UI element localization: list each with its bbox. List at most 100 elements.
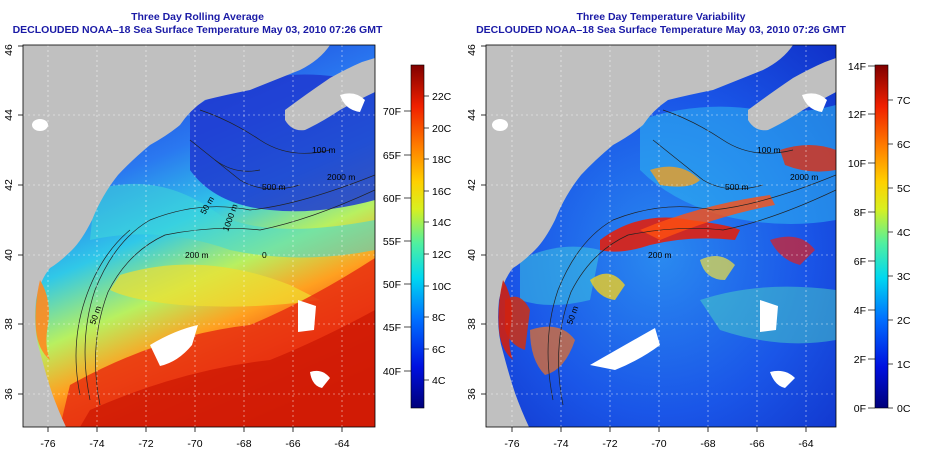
left-nova-scotia <box>285 58 375 131</box>
right-lon-tick-1: -74 <box>553 438 568 450</box>
right-map-frame <box>485 44 837 428</box>
left-c-tick-16: 16C <box>432 186 452 198</box>
left-f-tick-65: 65F <box>383 150 401 162</box>
right-cloud-3 <box>770 370 795 388</box>
right-cloud-5 <box>802 93 827 112</box>
left-colorbar-scale <box>410 64 425 409</box>
right-lon-tick-3: -70 <box>651 438 666 450</box>
right-yellow-patch-2 <box>700 256 735 280</box>
right-c-tick-3: 3C <box>897 271 911 283</box>
right-lon-tick-4: -68 <box>700 438 715 450</box>
right-nova-scotia <box>748 58 836 131</box>
right-f-tick-14: 14F <box>848 61 866 73</box>
left-axis-ticks <box>18 45 343 432</box>
right-lon-tick-0: -76 <box>504 438 519 450</box>
right-hot-patch-4 <box>530 326 575 375</box>
right-lon-tick-6: -64 <box>798 438 813 450</box>
right-yellow-patch-1 <box>590 273 625 300</box>
left-contour-label-200m: 200 m <box>185 250 209 260</box>
left-lat-tick-4: 44 <box>3 109 15 121</box>
right-cloud-4 <box>492 119 508 131</box>
right-c-tick-2: 2C <box>897 315 911 327</box>
left-lon-tick-2: -72 <box>138 438 153 450</box>
left-contours <box>75 109 375 406</box>
left-cloud-3 <box>298 300 316 332</box>
right-f-tick-0: 0F <box>854 403 866 415</box>
right-lon-tick-2: -72 <box>602 438 617 450</box>
right-c-tick-5: 5C <box>897 183 911 195</box>
right-cyan-patch-1 <box>640 105 836 224</box>
left-c-tick-18: 18C <box>432 154 452 166</box>
left-cloud-4 <box>310 370 330 388</box>
right-axis-ticks <box>481 45 807 432</box>
left-cloud-2 <box>150 325 198 366</box>
left-lat-tick-5: 46 <box>3 44 15 56</box>
left-lat-tick-2: 40 <box>3 249 15 261</box>
left-f-tick-50: 50F <box>383 279 401 291</box>
left-f-tick-55: 55F <box>383 236 401 248</box>
left-lat-tick-0: 36 <box>3 388 15 400</box>
right-f-tick-2: 2F <box>854 354 866 366</box>
right-lat-tick-4: 44 <box>466 109 478 121</box>
right-f-tick-4: 4F <box>854 305 866 317</box>
left-map-frame <box>22 44 376 428</box>
right-contour-label-2000m: 2000 m <box>790 172 818 182</box>
left-cloud-5 <box>340 93 365 112</box>
left-lon-tick-3: -70 <box>187 438 202 450</box>
right-map: 100 m 500 m 200 m 2000 m 50 m -76 -74 -7… <box>466 44 837 450</box>
right-contours <box>547 109 836 406</box>
left-c-tick-14: 14C <box>432 217 452 229</box>
left-slope-water <box>110 264 320 307</box>
right-lat-tick-1: 38 <box>466 318 478 330</box>
left-c-tick-10: 10C <box>432 281 452 293</box>
left-map: 100 m 500 m 200 m 2000 m 1000 m 50 m 50 … <box>3 44 376 450</box>
right-subtitle: DECLOUDED NOAA–18 Sea Surface Temperatur… <box>476 24 846 36</box>
left-c-tick-8: 8C <box>432 312 446 324</box>
left-lon-tick-6: -64 <box>334 438 349 450</box>
right-c-tick-7: 7C <box>897 95 911 107</box>
left-lon-tick-5: -66 <box>285 438 300 450</box>
right-title: Three Day Temperature Variability <box>576 11 746 23</box>
left-cloud-1 <box>32 119 48 131</box>
left-lat-tick-1: 38 <box>3 318 15 330</box>
left-lat-tick-3: 42 <box>3 179 15 191</box>
right-cloud-2 <box>760 300 778 332</box>
right-colorbar-scale <box>874 64 889 409</box>
right-c-tick-4: 4C <box>897 227 911 239</box>
left-chesapeake <box>35 280 50 360</box>
left-contour-label-100m: 100 m <box>312 145 336 155</box>
right-colorbar: 0F 2F 4F 6F 8F 10F 12F 14F 0C 1C 2C 3C 4… <box>848 61 911 415</box>
right-f-tick-12: 12F <box>848 109 866 121</box>
right-hot-patch-1 <box>650 166 700 187</box>
left-shelf-band <box>90 183 375 258</box>
left-c-tick-6: 6C <box>432 344 446 356</box>
left-lon-tick-0: -76 <box>40 438 55 450</box>
left-contour-label-500m: 500 m <box>262 182 286 192</box>
left-grid <box>23 45 375 427</box>
right-c-tick-0: 0C <box>897 403 911 415</box>
right-grid <box>486 45 836 427</box>
left-f-tick-45: 45F <box>383 322 401 334</box>
right-f-tick-6: 6F <box>854 256 866 268</box>
right-f-tick-8: 8F <box>854 207 866 219</box>
left-f-tick-70: 70F <box>383 106 401 118</box>
right-lat-tick-5: 46 <box>466 44 478 56</box>
left-title: Three Day Rolling Average <box>131 11 264 23</box>
left-gulf-stream-core <box>80 310 375 427</box>
right-cloud-1 <box>590 328 660 370</box>
left-subtitle: DECLOUDED NOAA–18 Sea Surface Temperatur… <box>12 24 383 36</box>
left-f-tick-60: 60F <box>383 193 401 205</box>
right-c-tick-1: 1C <box>897 359 911 371</box>
right-cyan-patch-2 <box>520 246 600 305</box>
right-f-tick-10: 10F <box>848 158 866 170</box>
right-contour-label-200m: 200 m <box>648 250 672 260</box>
right-lat-tick-0: 36 <box>466 388 478 400</box>
left-c-tick-20: 20C <box>432 123 452 135</box>
left-f-tick-40: 40F <box>383 366 401 378</box>
left-c-tick-12: 12C <box>432 249 452 261</box>
right-hot-patch-2 <box>780 145 836 172</box>
left-lon-tick-1: -74 <box>89 438 104 450</box>
right-lon-tick-5: -66 <box>749 438 764 450</box>
right-chesapeake <box>498 280 513 360</box>
